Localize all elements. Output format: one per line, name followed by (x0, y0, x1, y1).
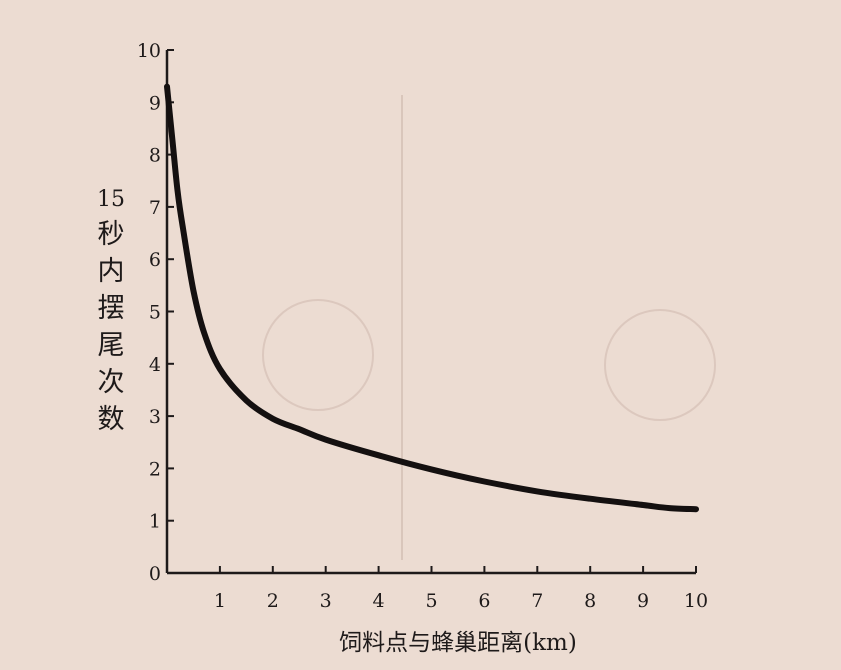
y-axis-title-char: 内 (98, 256, 125, 287)
y-axis-title-char: 15 (97, 187, 125, 212)
y-tick-label: 4 (149, 354, 161, 376)
x-axis-title: 饲料点与蜂巢距离(km) (339, 630, 577, 656)
y-axis-title-char: 秒 (98, 219, 125, 250)
x-tick-label: 2 (267, 590, 279, 612)
x-tick-label: 3 (320, 590, 332, 612)
x-tick-label: 9 (637, 590, 649, 612)
x-tick-label: 8 (584, 590, 596, 612)
y-tick-label: 9 (149, 92, 161, 114)
background-circle-left (262, 299, 374, 411)
y-axis-title-char: 尾 (98, 330, 125, 361)
y-tick-label: 7 (149, 197, 161, 219)
y-axis-title-char: 摆 (98, 293, 125, 324)
x-axis-ticks: 1 2 3 4 5 6 7 8 9 10 (214, 566, 708, 612)
y-axis-title-char: 数 (98, 404, 125, 435)
y-axis-ticks: 0 1 2 3 4 5 6 7 8 9 10 (137, 40, 174, 585)
y-tick-label: 6 (149, 249, 161, 271)
y-tick-label: 5 (149, 302, 161, 324)
y-tick-label: 3 (149, 406, 161, 428)
series-line (164, 83, 699, 513)
x-tick-label: 5 (425, 590, 437, 612)
x-tick-label: 6 (478, 590, 490, 612)
y-tick-label: 2 (149, 458, 161, 480)
background-circle-right (604, 309, 716, 421)
x-tick-label: 10 (684, 590, 708, 612)
y-tick-label: 8 (149, 145, 161, 167)
y-tick-label: 1 (149, 511, 161, 533)
x-tick-label: 7 (531, 590, 543, 612)
x-tick-label: 4 (373, 590, 385, 612)
x-tick-label: 1 (214, 590, 226, 612)
y-tick-label: 10 (137, 40, 161, 62)
y-axis-title-char: 次 (98, 367, 125, 398)
y-tick-label: 0 (149, 563, 161, 585)
